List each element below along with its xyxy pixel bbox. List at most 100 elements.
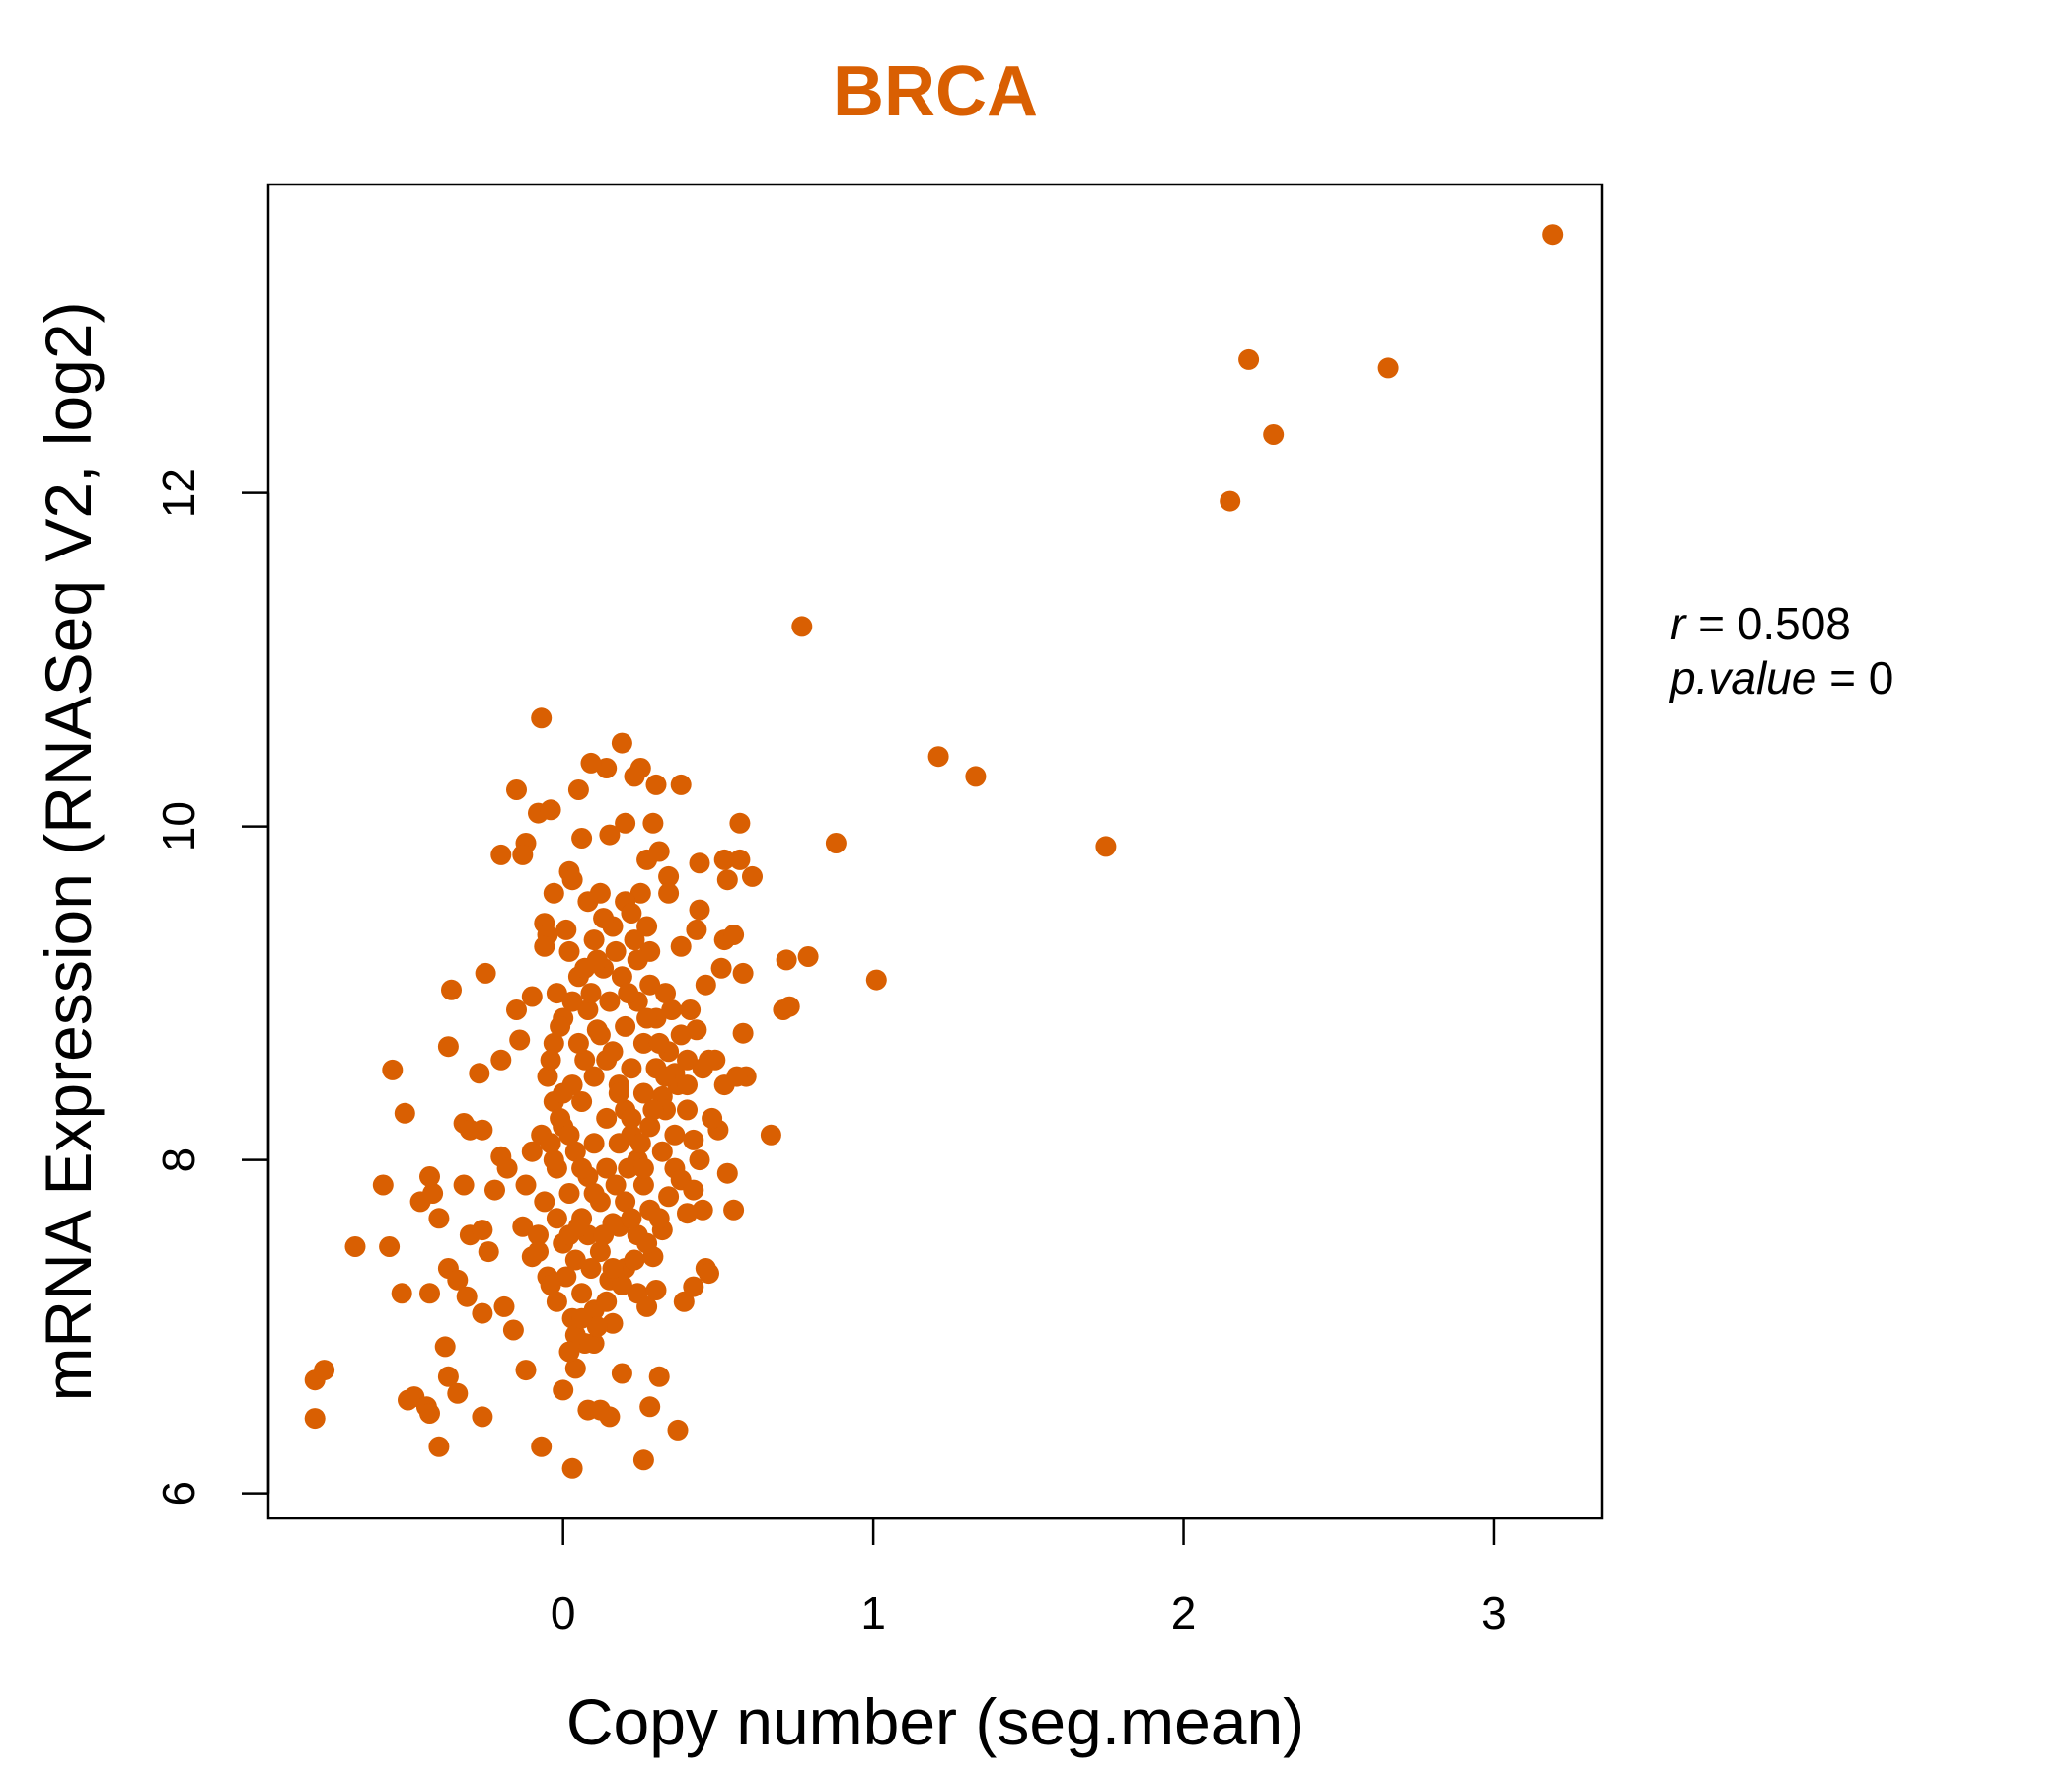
data-point	[558, 1183, 580, 1204]
x-axis-label: Copy number (seg.mean)	[566, 1685, 1304, 1758]
data-point	[558, 940, 580, 962]
data-point	[1377, 357, 1399, 379]
data-point	[506, 779, 527, 800]
data-point	[543, 1032, 564, 1054]
data-point	[723, 1199, 745, 1221]
data-point	[648, 1208, 670, 1229]
data-point	[583, 1183, 605, 1204]
data-point	[686, 919, 707, 940]
data-point	[673, 1291, 695, 1312]
data-point	[540, 1274, 561, 1295]
data-point	[490, 844, 512, 865]
data-point	[627, 949, 648, 971]
data-point	[428, 1436, 450, 1457]
data-point	[537, 1066, 558, 1087]
y-axis-label: mRNA Expression (RNASeq V2, log2)	[32, 301, 105, 1401]
data-point	[314, 1360, 335, 1381]
r-equals: =	[1685, 598, 1737, 649]
data-point	[692, 1199, 713, 1221]
data-point	[677, 1099, 698, 1121]
data-point	[667, 1419, 689, 1441]
data-point	[586, 1019, 608, 1041]
data-point	[574, 957, 596, 979]
data-point	[546, 983, 567, 1004]
data-point	[670, 1024, 692, 1046]
data-point	[642, 1099, 664, 1121]
data-point	[580, 752, 602, 774]
data-point	[456, 1286, 478, 1307]
data-point	[791, 616, 813, 637]
r-symbol: r	[1670, 598, 1687, 649]
data-point	[546, 1291, 567, 1312]
data-point	[927, 746, 949, 768]
data-point	[636, 1007, 658, 1029]
x-tick-label: 1	[860, 1588, 886, 1639]
data-point	[648, 841, 670, 862]
data-point	[372, 1174, 394, 1196]
data-point	[571, 1307, 593, 1329]
data-point	[677, 1049, 698, 1071]
data-point	[437, 1366, 459, 1387]
data-point	[611, 1363, 632, 1384]
data-point	[648, 1366, 670, 1387]
x-tick-label: 3	[1481, 1588, 1507, 1639]
data-point	[506, 999, 527, 1020]
data-point	[602, 1041, 624, 1063]
data-point	[713, 849, 735, 870]
y-axis: 6 8 10 12	[153, 468, 270, 1507]
data-point	[624, 929, 645, 951]
data-point	[472, 1406, 493, 1428]
data-point	[509, 1029, 531, 1051]
data-point	[437, 1036, 459, 1058]
data-point	[692, 1058, 713, 1079]
data-point	[580, 1258, 602, 1279]
data-point	[680, 999, 702, 1020]
data-point	[571, 1091, 593, 1112]
data-point	[699, 1263, 719, 1285]
data-point	[521, 986, 543, 1007]
y-tick-label: 6	[153, 1481, 204, 1507]
data-point	[602, 1312, 624, 1334]
data-point	[636, 1232, 658, 1254]
data-point	[965, 766, 987, 787]
data-point	[593, 1224, 615, 1246]
y-tick-label: 12	[153, 468, 204, 518]
data-point	[543, 1149, 564, 1171]
data-point	[577, 999, 599, 1020]
data-point	[632, 1032, 654, 1054]
data-point	[608, 1133, 629, 1154]
data-point	[648, 1032, 670, 1054]
data-point	[624, 1249, 645, 1271]
data-point	[632, 1174, 654, 1196]
data-point	[658, 882, 680, 904]
data-point	[583, 929, 605, 951]
data-point	[515, 1360, 537, 1381]
data-point	[394, 1102, 415, 1124]
data-point	[447, 1382, 469, 1404]
data-point	[540, 1133, 561, 1154]
data-point	[639, 974, 661, 996]
data-point	[599, 991, 621, 1012]
data-point	[629, 1133, 651, 1154]
data-point	[670, 935, 692, 957]
data-point	[677, 1074, 698, 1096]
data-point	[726, 1066, 748, 1087]
chart-title: BRCA	[833, 52, 1038, 131]
data-point	[564, 1249, 586, 1271]
data-point	[379, 1236, 401, 1257]
data-point	[1542, 224, 1564, 246]
data-point	[561, 1457, 583, 1479]
data-point	[528, 1241, 549, 1263]
data-point	[521, 1141, 543, 1162]
data-point	[689, 1149, 710, 1171]
data-point	[621, 1107, 642, 1129]
data-point	[422, 1183, 444, 1204]
data-point	[661, 999, 683, 1020]
data-point	[760, 1124, 781, 1146]
data-point	[540, 799, 561, 821]
data-point	[611, 1274, 632, 1295]
data-point	[615, 1191, 636, 1213]
data-point	[564, 1141, 586, 1162]
